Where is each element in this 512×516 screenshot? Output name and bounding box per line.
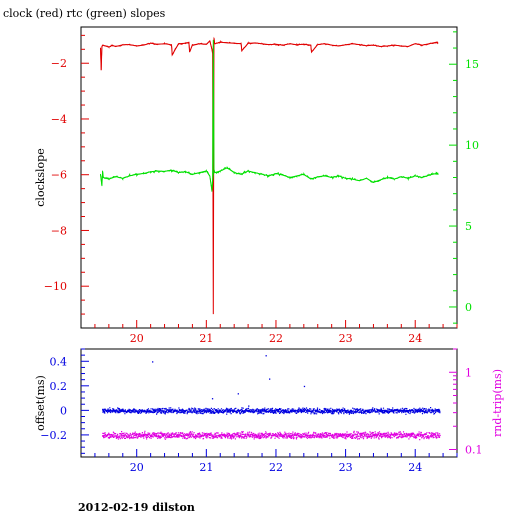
x-tick-label: 24: [408, 332, 422, 345]
y-tick-label: −10: [44, 280, 67, 293]
x-tick-label: 20: [130, 461, 144, 474]
y2-axis-label: rnd-trip(ms): [491, 369, 504, 437]
y-tick-label: 0: [60, 404, 67, 417]
y-axis-label: clockslope: [34, 148, 47, 206]
scatter-band-offset: [102, 407, 441, 415]
outlier-point: [211, 398, 214, 400]
y2-tick-label: 15: [465, 58, 479, 71]
x-tick-label: 22: [269, 332, 283, 345]
y2-tick-label: 5: [465, 220, 472, 233]
bottom-plot-frame: [80, 348, 458, 458]
y-tick-label: −0.2: [40, 429, 67, 442]
y-tick-label: −8: [51, 224, 67, 237]
x-tick-label: 21: [199, 332, 213, 345]
series-noise-clock: [100, 36, 439, 71]
series-noise-rtc: [100, 165, 439, 192]
top-plot-frame: [80, 26, 458, 329]
y2-tick-label: 10: [465, 139, 479, 152]
x-tick-label: 23: [339, 461, 353, 474]
y-tick-label: −2: [51, 57, 67, 70]
y-tick-label: 0.2: [50, 380, 68, 393]
chart-title: clock (red) rtc (green) slopes: [3, 7, 166, 20]
x-tick-label: 23: [339, 332, 353, 345]
outlier-point: [248, 405, 250, 407]
outlier-point: [152, 361, 154, 363]
outlier-point: [237, 393, 239, 395]
y-axis-label: offset(ms): [34, 375, 47, 431]
y2-tick-label: 1: [465, 366, 472, 379]
footer-label: 2012-02-19 dilston: [78, 501, 195, 512]
x-tick-label: 22: [269, 461, 283, 474]
x-tick-label: 20: [130, 332, 144, 345]
y-tick-label: −6: [51, 169, 67, 182]
x-tick-label: 24: [408, 461, 422, 474]
y2-tick-label: 0.1: [465, 444, 483, 457]
slopes-chart: 20 21 22 23 24 −2 −4 −6 −8 −10 15 10 5 0 clockslope: [34, 26, 479, 345]
y2-tick-label: 0: [465, 301, 472, 314]
y-tick-label: 0.4: [50, 355, 68, 368]
series-line-rtc: [100, 39, 439, 191]
outlier-point: [303, 385, 306, 388]
x-tick-label: 21: [199, 461, 213, 474]
outlier-point: [269, 378, 271, 380]
outlier-point: [265, 355, 267, 357]
y-tick-label: −4: [51, 113, 67, 126]
offset-chart: 20 21 22 23 24 0.4 0.2 0 −0.2 1 0.1 offset(ms) rnd-t…: [34, 348, 504, 474]
scatter-band-rnd-trip: [102, 430, 441, 441]
